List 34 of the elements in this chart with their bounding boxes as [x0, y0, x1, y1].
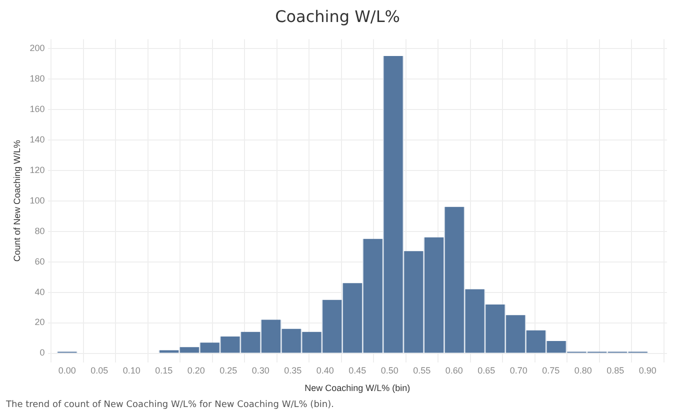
x-tick-label: 0.30 [252, 365, 270, 376]
x-tick-label: 0.25 [220, 365, 238, 376]
x-tick-label: 0.70 [510, 365, 528, 376]
x-tick-label: 0.15 [155, 365, 173, 376]
y-tick-label: 160 [30, 104, 45, 114]
x-tick-label: 0.35 [284, 365, 302, 376]
y-tick-label: 80 [34, 226, 45, 236]
x-tick-label: 0.90 [638, 365, 656, 376]
x-tick-label: 0.80 [574, 365, 592, 376]
x-tick-label: 0.55 [413, 365, 431, 376]
chart-title: Coaching W/L% [275, 6, 400, 26]
y-tick-label: 180 [30, 73, 45, 84]
y-tick-label: 100 [30, 195, 45, 206]
text: The trend of count of New Coaching W/L% for New Coaching W/L% (bin). [5, 400, 335, 410]
x-tick-label: 0.45 [348, 365, 366, 376]
x-tick-label: 0.05 [90, 365, 108, 376]
x-axis-title: New Coaching W/L% (bin) [304, 383, 410, 394]
x-tick-label: 0.40 [316, 365, 334, 376]
y-tick-label: 140 [30, 134, 45, 144]
y-tick-label: 60 [34, 256, 45, 266]
y-tick-label: 0 [40, 348, 45, 358]
x-tick-label: 0.10 [122, 365, 140, 376]
x-tick-label: 0.85 [606, 365, 624, 376]
x-tick-label: 0.20 [187, 365, 205, 376]
x-tick-label: 0.50 [380, 365, 398, 376]
x-tick-label: 0.75 [542, 365, 560, 376]
x-tick-label: 0.00 [58, 365, 76, 376]
x-tick-label: 0.65 [478, 365, 496, 376]
y-tick-label: 120 [30, 164, 45, 175]
y-axis-title: Count of New Coaching W/L% [12, 140, 22, 262]
y-tick-label: 200 [30, 42, 45, 53]
y-tick-label: 40 [34, 286, 45, 297]
y-tick-label: 20 [34, 317, 45, 328]
x-tick-label: 0.60 [445, 365, 463, 376]
